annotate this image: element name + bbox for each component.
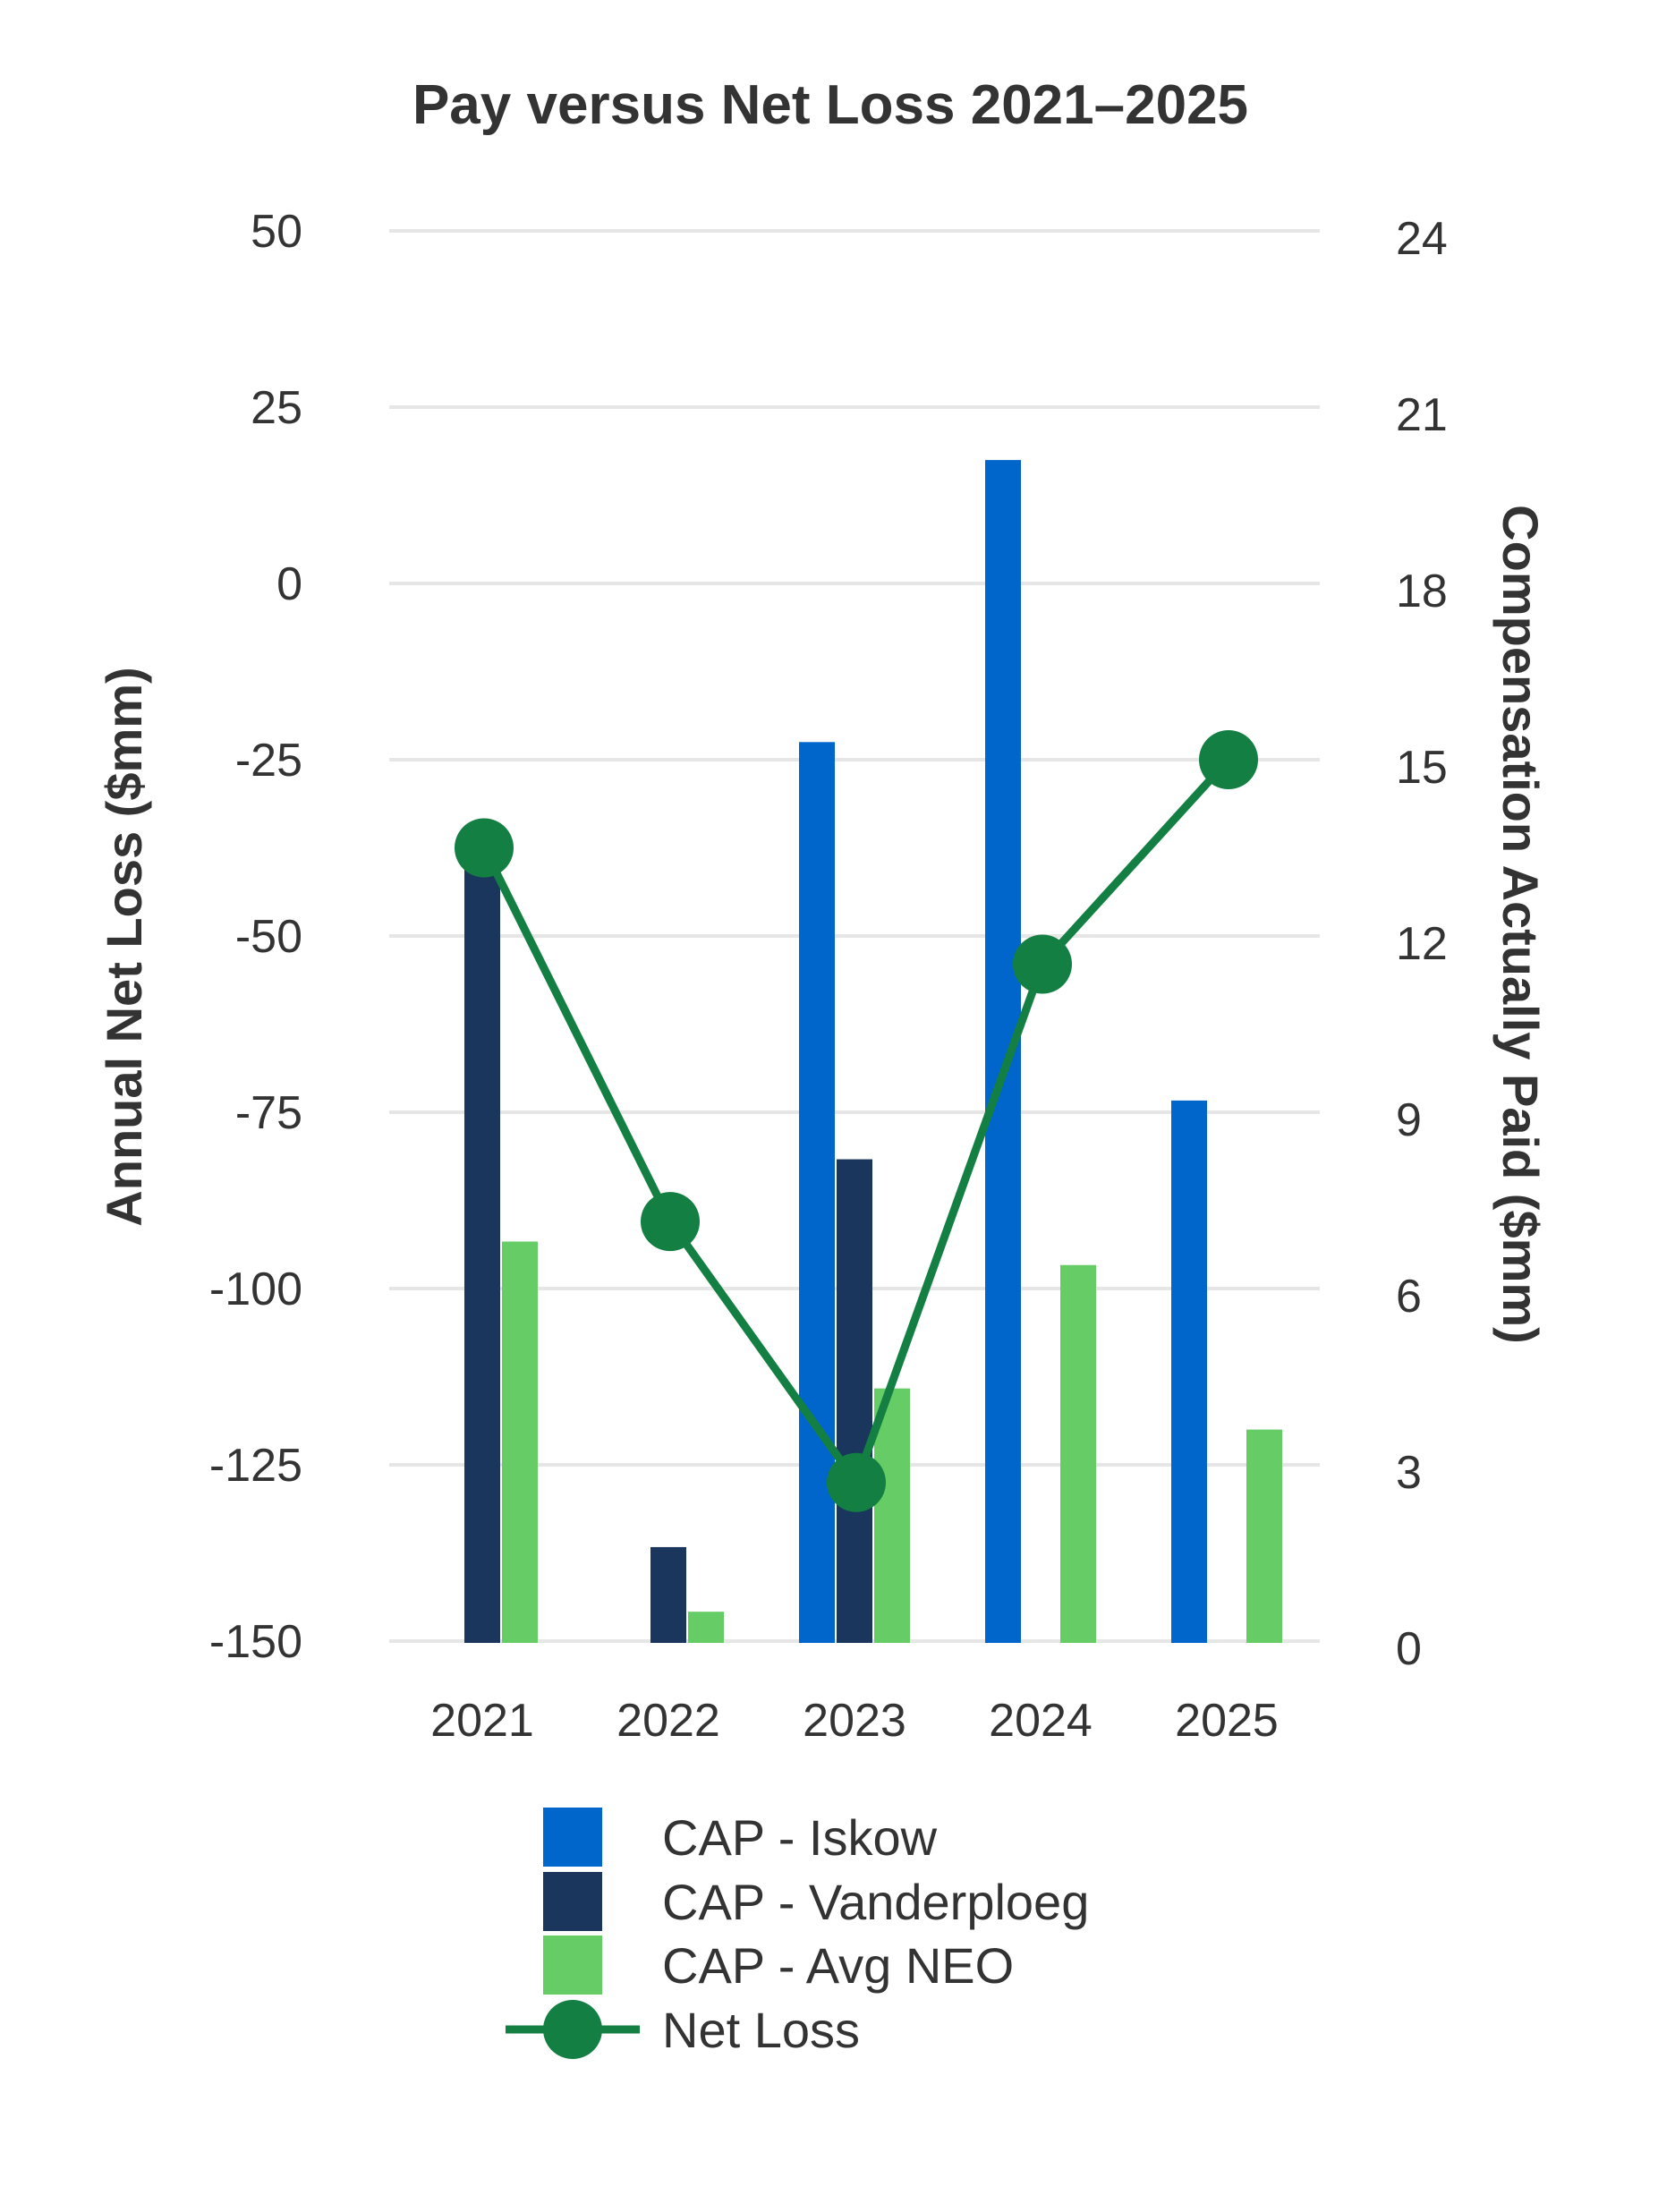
bar-cap-avg-neo-2024 (1060, 1264, 1096, 1643)
left-tick-label: -75 (235, 1087, 302, 1139)
right-tick-label: 15 (1396, 742, 1448, 794)
bars (464, 460, 1282, 1643)
net-loss-point-2022 (641, 1192, 700, 1252)
right-axis-ticks: 24 21 18 15 12 9 6 3 0 (1396, 213, 1448, 1675)
left-tick-label: -150 (209, 1616, 302, 1668)
net-loss-line-group (455, 730, 1258, 1512)
right-axis-title: Compensation Actually Paid ($mm) (1492, 505, 1549, 1344)
x-tick-label: 2022 (616, 1695, 720, 1747)
bar-cap-avg-neo-2023 (874, 1388, 910, 1643)
bar-cap-vanderploeg-2023 (837, 1159, 872, 1643)
chart-title: Pay versus Net Loss 2021–2025 (412, 74, 1248, 136)
bar-cap-avg-neo-2022 (688, 1612, 724, 1643)
x-tick-label: 2024 (989, 1695, 1093, 1747)
net-loss-point-2021 (455, 818, 514, 878)
left-tick-label: -100 (209, 1263, 302, 1315)
legend-marker-net-loss (543, 2000, 602, 2059)
bar-cap-iskow-2023 (799, 742, 835, 1643)
left-tick-label: -125 (209, 1440, 302, 1492)
bar-cap-avg-neo-2025 (1246, 1429, 1282, 1643)
x-tick-label: 2023 (803, 1695, 906, 1747)
right-tick-label: 24 (1396, 213, 1448, 265)
left-tick-label: 25 (251, 382, 302, 434)
net-loss-point-2025 (1199, 730, 1258, 789)
x-axis-ticks: 2021 2022 2023 2024 2025 (430, 1695, 1279, 1747)
bar-cap-iskow-2024 (985, 460, 1021, 1643)
right-tick-label: 12 (1396, 918, 1448, 970)
x-tick-label: 2025 (1175, 1695, 1279, 1747)
legend-swatch-cap-iskow (543, 1808, 602, 1867)
legend-label-cap-avg-neo: CAP - Avg NEO (662, 1937, 1014, 1994)
legend-swatch-cap-avg-neo (543, 1936, 602, 1995)
left-axis-ticks: 50 25 0 -25 -50 -75 -100 -125 -150 (209, 206, 302, 1668)
left-tick-label: 50 (251, 206, 302, 258)
net-loss-point-2024 (1013, 934, 1072, 994)
left-tick-label: 0 (276, 558, 302, 610)
left-axis-title: Annual Net Loss ($mm) (96, 667, 152, 1226)
bar-cap-vanderploeg-2022 (650, 1546, 686, 1643)
right-tick-label: 0 (1396, 1623, 1422, 1675)
bar-cap-iskow-2025 (1171, 1100, 1207, 1643)
right-tick-label: 18 (1396, 566, 1448, 617)
right-tick-label: 9 (1396, 1094, 1422, 1146)
left-tick-label: -25 (235, 735, 302, 787)
right-tick-label: 3 (1396, 1447, 1422, 1499)
legend-label-cap-iskow: CAP - Iskow (662, 1809, 938, 1866)
left-tick-label: -50 (235, 911, 302, 963)
net-loss-point-2023 (827, 1452, 886, 1512)
bar-cap-vanderploeg-2021 (464, 854, 500, 1643)
right-tick-label: 6 (1396, 1271, 1422, 1323)
legend: CAP - Iskow CAP - Vanderploeg CAP - Avg NE… (506, 1808, 1089, 2059)
x-tick-label: 2021 (430, 1695, 534, 1747)
legend-label-net-loss: Net Loss (662, 2002, 860, 2058)
right-tick-label: 21 (1396, 389, 1448, 441)
legend-label-cap-vanderploeg: CAP - Vanderploeg (662, 1874, 1089, 1930)
bar-cap-avg-neo-2021 (502, 1241, 538, 1643)
legend-swatch-cap-vanderploeg (543, 1872, 602, 1931)
